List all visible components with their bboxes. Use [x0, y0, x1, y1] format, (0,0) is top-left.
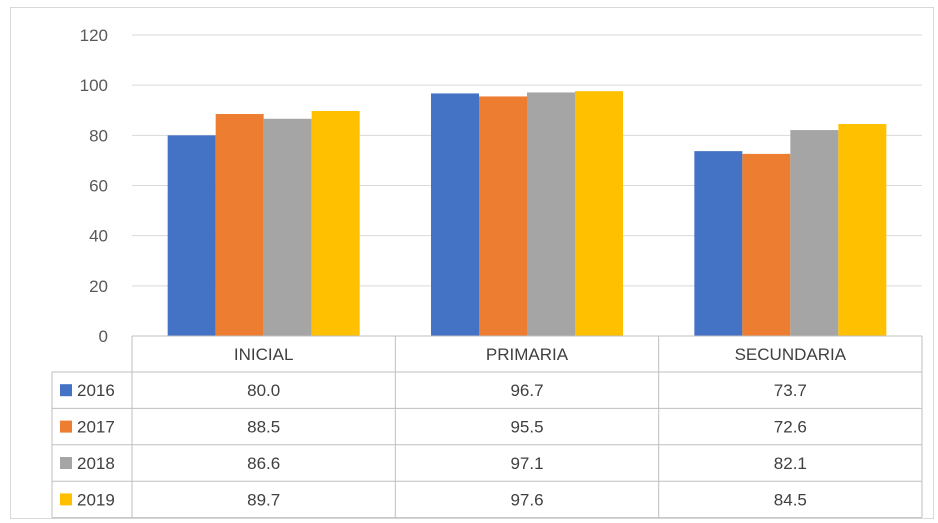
legend-key-2018 — [60, 457, 72, 469]
bar-primaria-2017 — [479, 96, 527, 337]
category-label: INICIAL — [234, 345, 294, 364]
data-value-cell: 97.6 — [510, 490, 543, 509]
bar-primaria-2019 — [575, 91, 623, 336]
legend-key-2017 — [60, 420, 72, 433]
bar-primaria-2018 — [527, 92, 575, 337]
data-value-cell: 73.7 — [774, 381, 807, 400]
y-tick-label: 0 — [99, 327, 108, 346]
series-name: 2016 — [77, 381, 115, 400]
bar-secundaria-2019 — [838, 124, 887, 336]
bar-secundaria-2017 — [742, 153, 791, 336]
bar-secundaria-2016 — [694, 151, 743, 336]
data-value-cell: 95.5 — [510, 418, 543, 437]
y-tick-label: 40 — [89, 227, 108, 246]
data-value-cell: 86.6 — [247, 454, 280, 473]
bars — [167, 91, 887, 337]
series-name: 2019 — [77, 490, 115, 509]
data-value-cell: 72.6 — [774, 418, 807, 437]
y-axis: 0 20 40 60 80 100 120 — [80, 26, 108, 346]
legend-key-2019 — [60, 493, 72, 506]
data-value-cell: 89.7 — [247, 490, 280, 509]
data-value-cell: 82.1 — [774, 454, 807, 473]
data-value-cell: 84.5 — [774, 490, 807, 509]
data-table: INICIAL PRIMARIA SECUNDARIA 2016 80.0 96.7 73.… — [51, 335, 923, 519]
bar-inicial-2018 — [263, 118, 312, 336]
series-name: 2017 — [77, 418, 115, 437]
data-value-cell: 80.0 — [247, 381, 280, 400]
bar-primaria-2016 — [431, 93, 479, 336]
bar-secundaria-2018 — [790, 130, 839, 336]
category-label: SECUNDARIA — [735, 345, 847, 364]
category-label: PRIMARIA — [486, 345, 569, 364]
y-tick-label: 60 — [89, 177, 108, 196]
y-tick-label: 80 — [89, 126, 108, 145]
y-tick-label: 120 — [80, 26, 108, 45]
legend-key-2016 — [60, 384, 72, 397]
series-name: 2018 — [77, 454, 115, 473]
y-tick-label: 100 — [80, 76, 108, 95]
bar-inicial-2016 — [167, 135, 216, 336]
bar-inicial-2017 — [215, 114, 264, 336]
bar-inicial-2019 — [311, 111, 360, 336]
data-value-cell: 96.7 — [510, 381, 543, 400]
y-tick-label: 20 — [89, 277, 108, 296]
data-value-cell: 88.5 — [247, 418, 280, 437]
data-value-cell: 97.1 — [510, 454, 543, 473]
